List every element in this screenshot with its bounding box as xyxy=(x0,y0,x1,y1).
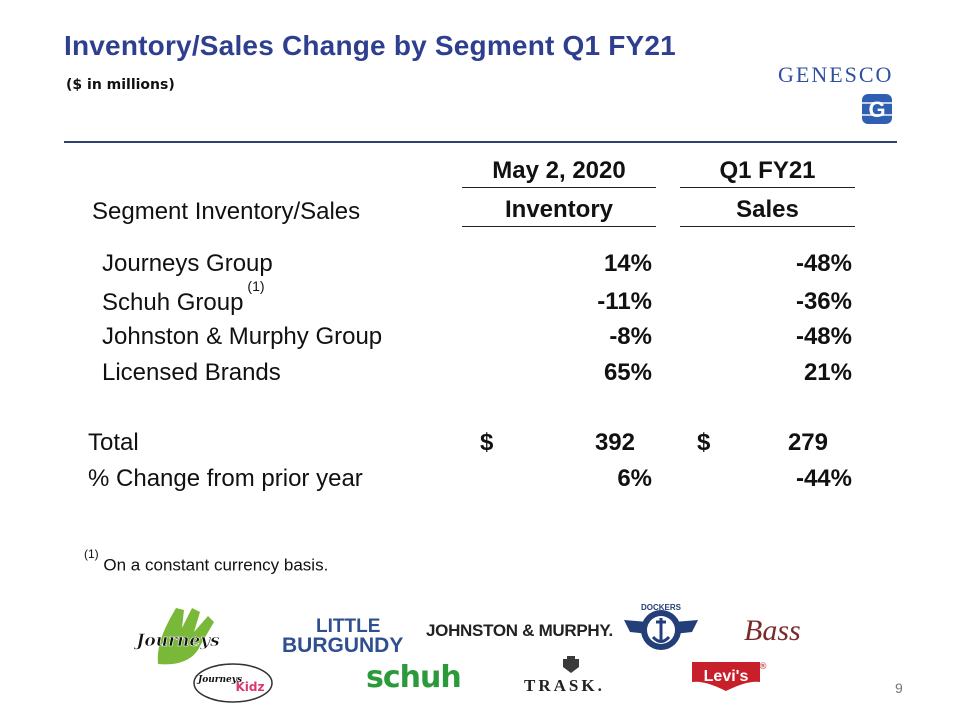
trask-logo: TRASK. xyxy=(524,676,605,695)
row-inventory-johnston-murphy: -8% xyxy=(609,323,652,350)
little-burgundy-logo-top: LITTLE xyxy=(316,616,381,637)
slide-title: Inventory/Sales Change by Segment Q1 FY2… xyxy=(64,30,676,61)
footnote-marker: (1) xyxy=(84,547,99,561)
row-sales-johnston-murphy: -48% xyxy=(795,323,852,350)
col-sales-period-header: Q1 FY21 xyxy=(719,157,816,184)
row-label-johnston-murphy: Johnston & Murphy Group xyxy=(102,323,383,350)
genesco-logo-letter: G xyxy=(868,97,885,122)
col-inventory-header-rule xyxy=(462,187,656,188)
row-inventory-licensed-brands: 65% xyxy=(603,359,652,386)
total-sales-value: 279 xyxy=(787,429,828,456)
journeys-kidz-logo-top: Journeys xyxy=(196,675,242,685)
change-sales: -44% xyxy=(795,465,852,492)
col-sales-rule xyxy=(680,226,855,227)
col-sales-header-rule xyxy=(680,187,855,188)
col-sales-header: Sales xyxy=(736,196,799,223)
genesco-logo-text: GENESCO xyxy=(778,62,894,87)
row-label-schuh: Schuh Group(1) xyxy=(102,278,265,317)
levis-registered-mark: ® xyxy=(759,662,768,672)
total-sales-currency: $ xyxy=(697,429,711,456)
page-number: 9 xyxy=(895,680,903,696)
row-label-licensed-brands: Licensed Brands xyxy=(102,359,281,386)
total-inventory-currency: $ xyxy=(480,429,494,456)
col-inventory-header: Inventory xyxy=(504,196,614,223)
little-burgundy-logo-bottom: BURGUNDY xyxy=(282,634,404,657)
col-inventory-date-header: May 2, 2020 xyxy=(492,157,626,184)
col-inventory-rule xyxy=(462,226,656,227)
row-sales-licensed-brands: 21% xyxy=(803,359,852,386)
schuh-logo: schuh xyxy=(366,660,462,695)
total-label: Total xyxy=(88,429,139,456)
dockers-logo: DOCKERS xyxy=(624,603,698,650)
footnote-marker-schuh: (1) xyxy=(247,278,265,294)
journeys-kidz-logo: Journeys Kidz xyxy=(193,663,273,703)
levis-logo: Levi's ® xyxy=(692,662,768,691)
dockers-logo-text: DOCKERS xyxy=(641,603,682,612)
row-inventory-journeys: 14% xyxy=(603,250,652,277)
change-inventory: 6% xyxy=(617,465,652,492)
row-sales-schuh: -36% xyxy=(795,288,852,315)
row-label-schuh-text: Schuh Group xyxy=(102,289,244,316)
header-divider xyxy=(64,141,897,143)
footnote: (1) On a constant currency basis. xyxy=(84,547,329,576)
little-burgundy-logo: LITTLE BURGUNDY xyxy=(282,616,404,657)
levis-logo-text: Levi's xyxy=(704,668,749,685)
row-label-journeys: Journeys Group xyxy=(102,250,273,277)
bass-logo: Bass xyxy=(744,614,801,647)
trask-crest-icon xyxy=(563,656,579,673)
change-label: % Change from prior year xyxy=(88,465,363,492)
row-inventory-schuh: -11% xyxy=(597,288,652,315)
journeys-logo: Journeys xyxy=(133,608,220,665)
units-subtitle: ($ in millions) xyxy=(66,77,175,93)
journeys-kidz-logo-bottom: Kidz xyxy=(236,680,265,694)
genesco-logo-icon: G xyxy=(862,94,892,124)
row-header-label: Segment Inventory/Sales xyxy=(92,198,361,225)
johnston-murphy-logo: JOHNSTON & MURPHY. xyxy=(426,621,613,640)
row-sales-journeys: -48% xyxy=(795,250,852,277)
journeys-logo-text: Journeys xyxy=(133,631,220,651)
footnote-text: On a constant currency basis. xyxy=(103,555,329,575)
total-inventory-value: 392 xyxy=(594,429,635,456)
